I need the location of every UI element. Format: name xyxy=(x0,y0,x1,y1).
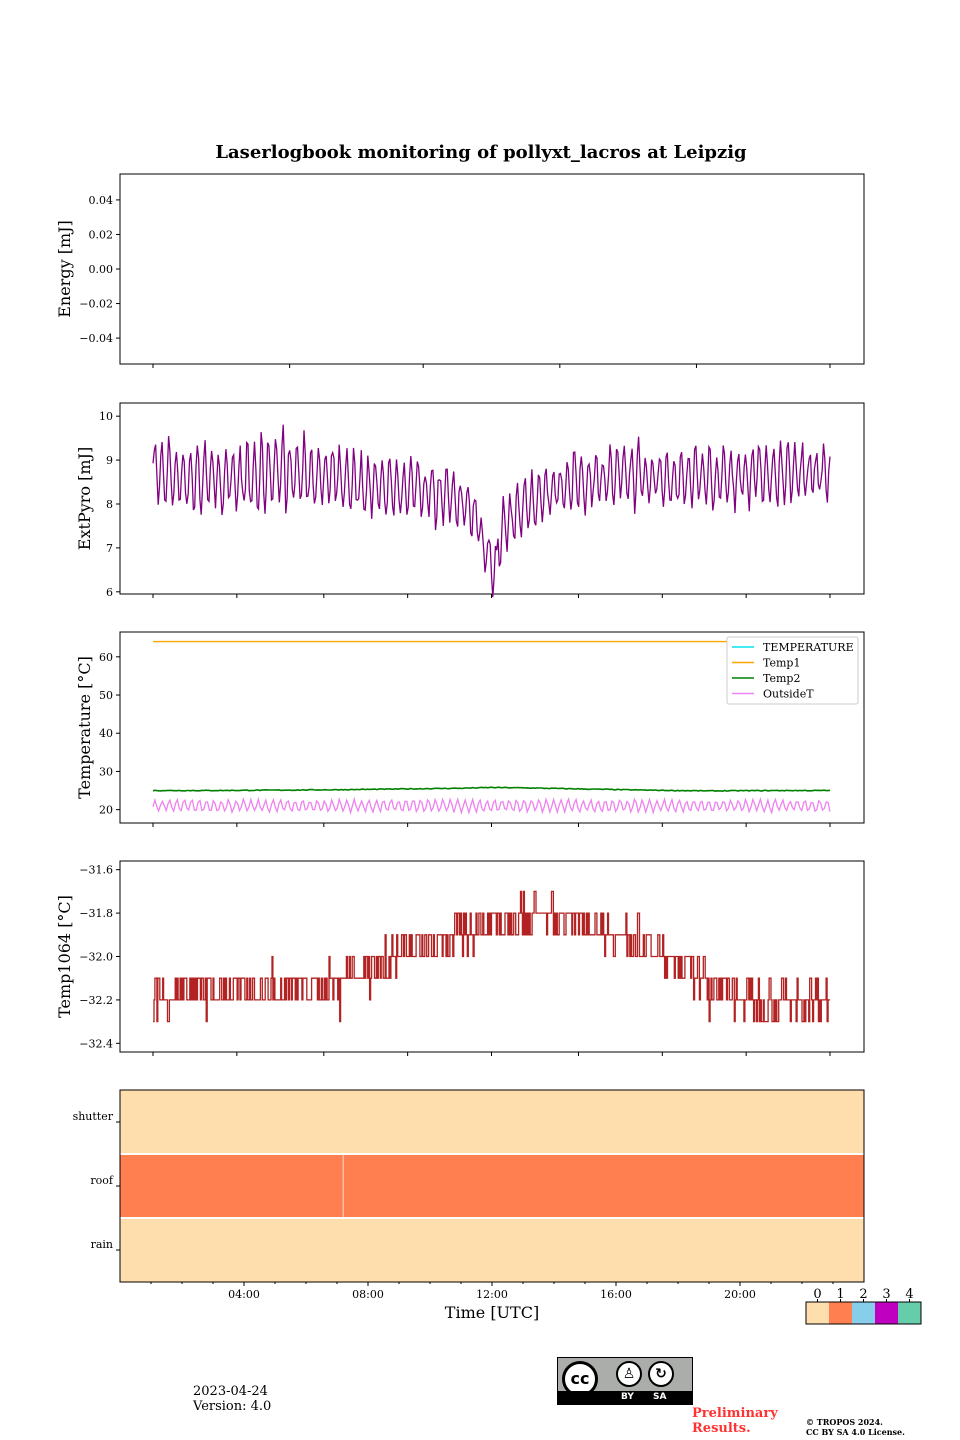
y-tick-label: −31.8 xyxy=(79,907,113,920)
colorbar-label-1: 1 xyxy=(836,1287,844,1302)
temp1064-axes xyxy=(119,860,865,1053)
y-tick-label: 10 xyxy=(99,410,113,423)
y-axis-label: Temp1064 [°C] xyxy=(55,895,74,1018)
y-tick-label: 9 xyxy=(106,454,113,467)
y-tick-label: −31.6 xyxy=(79,864,113,877)
sa-recycle-icon: ↻ xyxy=(648,1361,674,1387)
y-axis-label: ExtPyro [mJ] xyxy=(75,447,94,550)
colorbar-label-4: 4 xyxy=(905,1287,913,1302)
legend-box xyxy=(726,636,859,705)
colorbar-cell-2 xyxy=(852,1302,875,1324)
temp1064-series-line xyxy=(153,890,830,1023)
extpyro-series-line xyxy=(152,424,831,598)
y-tick-label: −32.2 xyxy=(79,994,113,1007)
status-row-rain xyxy=(120,1218,864,1282)
status-row-shutter xyxy=(120,1090,864,1154)
y-tick-label: 50 xyxy=(99,689,113,702)
status-row-label-shutter: shutter xyxy=(73,1110,114,1123)
badge-by: BY xyxy=(621,1392,634,1402)
legend-label-temp1: Temp1 xyxy=(763,657,800,670)
x-axis-label: Time [UTC] xyxy=(445,1303,539,1322)
temp2-series-line xyxy=(152,786,831,793)
colorbar-label-0: 0 xyxy=(813,1287,821,1302)
y-tick-label: −0.04 xyxy=(79,332,113,345)
by-person-icon: ♙ xyxy=(616,1361,642,1387)
y-tick-label: 40 xyxy=(99,727,113,740)
footer-info: 2023-04-24 Version: 4.0 xyxy=(193,1384,271,1414)
figure-title: Laserlogbook monitoring of pollyxt_lacro… xyxy=(215,142,747,163)
status-row-label-rain: rain xyxy=(91,1238,113,1251)
y-tick-label: 0.04 xyxy=(89,194,114,207)
y-tick-label: 7 xyxy=(106,542,113,555)
y-tick-label: 0.00 xyxy=(89,263,114,276)
colorbar-label-2: 2 xyxy=(859,1287,867,1302)
badge-sa: SA xyxy=(653,1392,667,1402)
energy-axes xyxy=(119,173,865,365)
x-tick-label: 04:00 xyxy=(228,1288,260,1301)
extpyro-axes xyxy=(119,402,865,595)
y-tick-label: −32.4 xyxy=(79,1037,113,1050)
copyright-line-2: CC BY SA 4.0 License. xyxy=(806,1427,905,1437)
status-row-roof xyxy=(120,1154,864,1218)
y-axis-label: Energy [mJ] xyxy=(55,220,74,318)
y-tick-label: 8 xyxy=(106,498,113,511)
y-tick-label: 0.02 xyxy=(89,228,114,241)
y-tick-label: 6 xyxy=(106,586,113,599)
version-label: Version: 4.0 xyxy=(193,1399,272,1414)
y-tick-label: 20 xyxy=(99,804,113,817)
y-axis-label: Temperature [°C] xyxy=(75,656,94,799)
preliminary-label: Preliminary Results. xyxy=(692,1406,778,1436)
colorbar-label-3: 3 xyxy=(882,1287,890,1302)
badge-footer: BY SA xyxy=(558,1391,692,1404)
copyright-line-1: © TROPOS 2024. xyxy=(806,1417,883,1427)
legend-label-temperature: TEMPERATURE xyxy=(763,641,854,654)
x-tick-label: 08:00 xyxy=(352,1288,384,1301)
colorbar-cell-0 xyxy=(806,1302,829,1324)
status-row-label-roof: roof xyxy=(90,1174,114,1187)
y-tick-label: −0.02 xyxy=(79,298,113,311)
colorbar-frame xyxy=(805,1301,922,1325)
y-tick-label: 60 xyxy=(99,651,113,664)
x-tick-label: 16:00 xyxy=(600,1288,632,1301)
panels: 0.04 0.02 0.00 −0.02 −0.04 Energy [mJ] 10 9 8 7 6 E… xyxy=(55,173,865,1322)
colorbar-cell-4 xyxy=(898,1302,921,1324)
x-tick-label: 20:00 xyxy=(724,1288,756,1301)
y-tick-label: −32.0 xyxy=(79,951,113,964)
colorbar-cell-3 xyxy=(875,1302,898,1324)
x-tick-label: 12:00 xyxy=(476,1288,508,1301)
y-tick-label: 30 xyxy=(99,765,113,778)
cc-license-badge: cc ♙ ↻ BY SA xyxy=(557,1357,693,1405)
copyright-block: © TROPOS 2024. CC BY SA 4.0 License. xyxy=(806,1417,905,1437)
legend-label-temp2: Temp2 xyxy=(763,672,800,685)
date-label: 2023-04-24 xyxy=(193,1384,268,1399)
outsidet-series-line xyxy=(152,796,831,816)
colorbar-cell-1 xyxy=(829,1302,852,1324)
legend-label-outsidet: OutsideT xyxy=(763,688,814,701)
